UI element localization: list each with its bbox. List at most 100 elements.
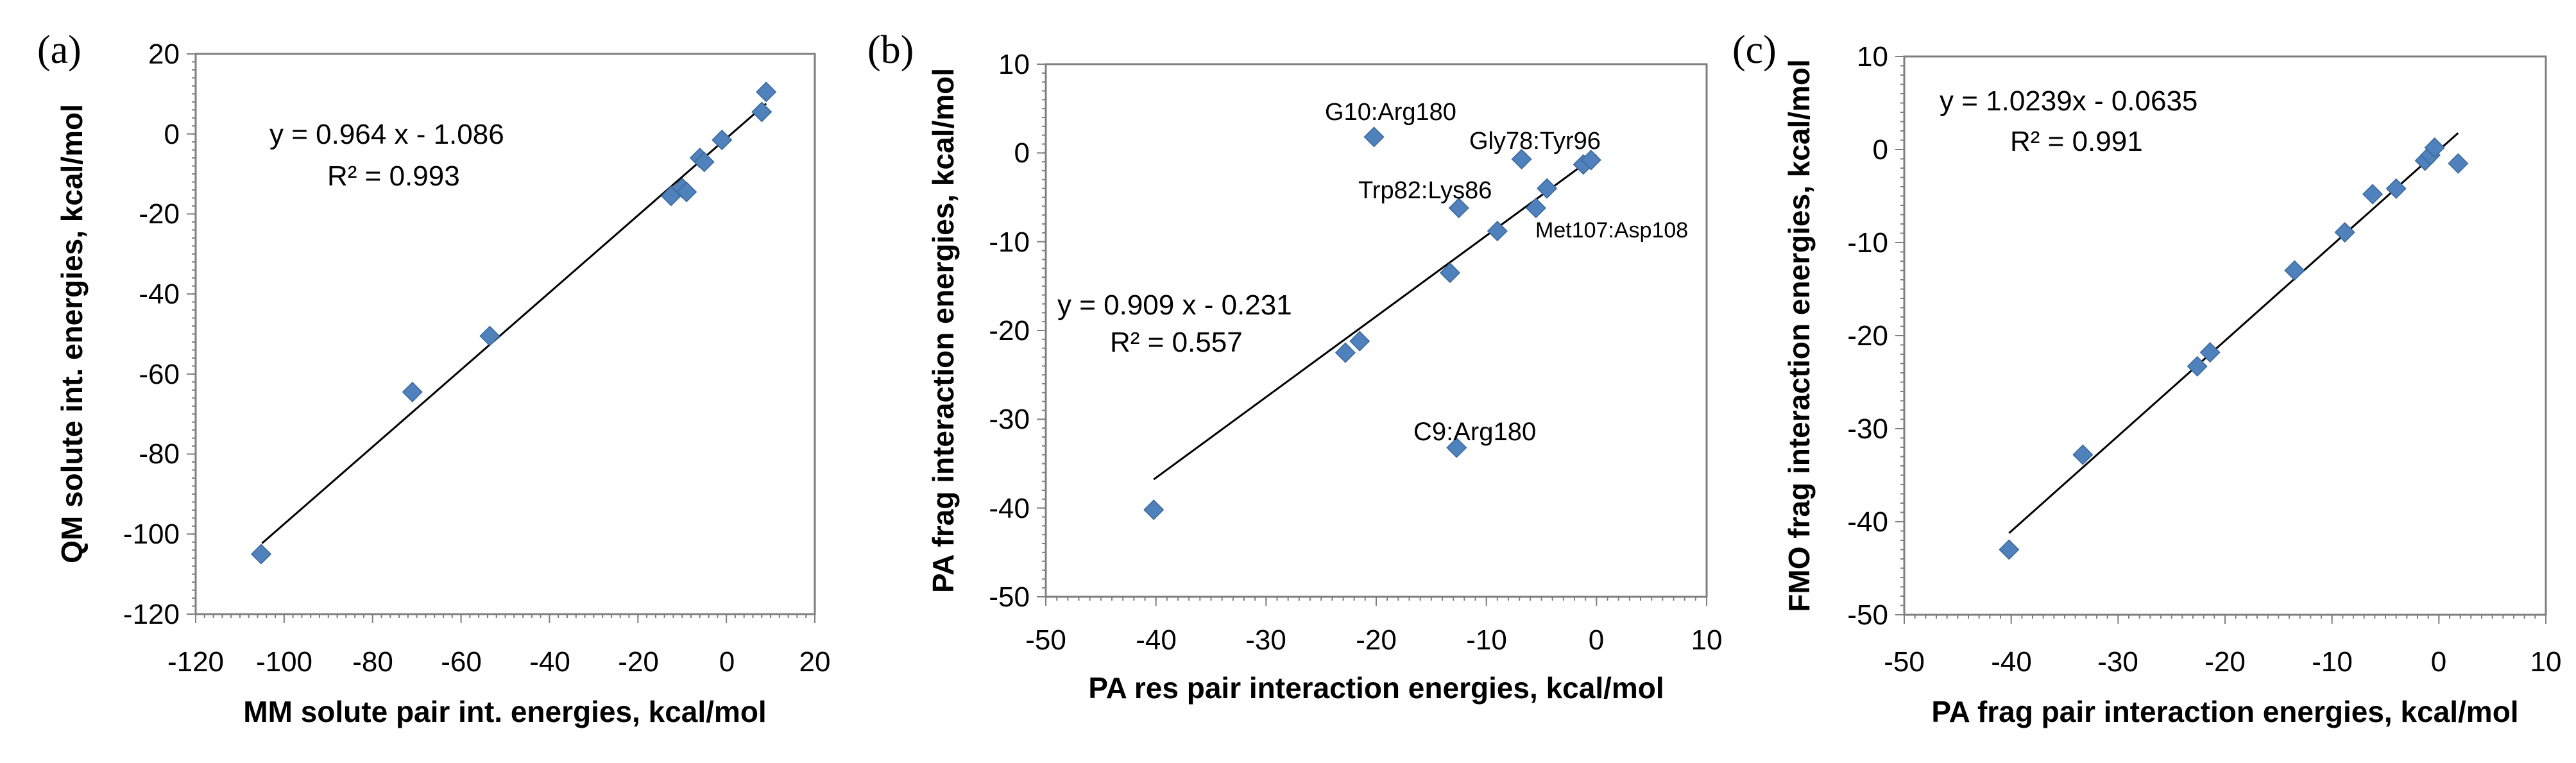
- data-point: [1487, 221, 1508, 242]
- data-point: [1439, 262, 1461, 284]
- trendline: [2008, 132, 2459, 534]
- y-tick-labels: -120 -100 -80 -60 -40 -20 0 20: [123, 39, 180, 630]
- x-tick-label: -30: [2097, 646, 2138, 678]
- point-annotation: C9:Arg180: [1413, 418, 1536, 446]
- data-point: [2187, 356, 2208, 377]
- panel-label: (b): [867, 28, 914, 72]
- axis-ticks: [1037, 64, 1707, 606]
- x-tick-label: 0: [2431, 646, 2446, 678]
- x-tick-label: -100: [256, 646, 312, 678]
- panel-b: (b) -50 -40 -30 -20 -10 0 10 -50 -40 -30…: [867, 28, 1722, 705]
- data-point: [756, 81, 777, 103]
- data-point: [2284, 260, 2305, 281]
- regression-equation: y = 1.0239x - 0.0635: [1940, 85, 2197, 117]
- x-tick-labels: -120 -100 -80 -60 -40 -20 0 20: [167, 646, 831, 678]
- y-tick-label: 10: [1857, 41, 1888, 73]
- x-tick-label: -40: [1136, 624, 1177, 656]
- x-tick-label: -30: [1245, 624, 1286, 656]
- y-tick-label: -40: [1847, 506, 1888, 538]
- data-point: [1511, 148, 1532, 170]
- y-tick-label: -30: [989, 404, 1030, 435]
- y-tick-label: -20: [1847, 320, 1888, 352]
- data-point: [1999, 539, 2020, 560]
- trendline: [1153, 154, 1598, 481]
- y-tick-labels: -50 -40 -30 -20 -10 0 10: [1847, 41, 1888, 631]
- data-point: [2362, 184, 2384, 205]
- regression-equation: y = 0.964 x - 1.086: [269, 119, 504, 150]
- x-tick-labels: -50 -40 -30 -20 -10 0 10: [1025, 624, 1722, 656]
- y-tick-label: 10: [998, 49, 1030, 80]
- panel-label: (c): [1732, 28, 1777, 72]
- x-tick-label: -10: [2312, 646, 2353, 678]
- y-tick-label: -120: [123, 599, 180, 630]
- y-tick-label: 0: [1014, 137, 1030, 169]
- x-tick-label: 10: [1691, 624, 1723, 656]
- y-tick-label: -20: [139, 198, 180, 230]
- x-tick-label: -20: [2205, 646, 2246, 678]
- y-tick-label: -20: [989, 315, 1030, 347]
- data-point: [1349, 330, 1370, 352]
- y-tick-label: -80: [139, 438, 180, 470]
- axis-ticks: [187, 53, 815, 623]
- x-tick-label: -50: [1025, 624, 1066, 656]
- x-tick-label: 0: [719, 646, 735, 678]
- data-point: [2385, 178, 2407, 199]
- y-tick-label: -30: [1847, 413, 1888, 445]
- data-point: [1525, 198, 1546, 219]
- y-tick-label: -50: [1847, 599, 1888, 631]
- y-tick-label: 20: [148, 39, 180, 70]
- x-tick-label: -20: [618, 646, 659, 678]
- data-point: [2424, 137, 2445, 159]
- point-annotation: G10:Arg180: [1325, 99, 1456, 126]
- x-axis-label: PA frag pair interaction energies, kcal/…: [1931, 695, 2518, 728]
- point-annotation: Trp82:Lys86: [1358, 177, 1492, 204]
- x-tick-label: 20: [799, 646, 831, 678]
- panel-c: (c) -50 -40 -30 -20 -10 0 10 -50 -40 -30…: [1732, 28, 2561, 728]
- data-point: [479, 325, 500, 347]
- data-point: [1335, 342, 1356, 363]
- y-tick-label: -40: [989, 493, 1030, 524]
- x-tick-label: 10: [2530, 646, 2562, 678]
- data-point: [676, 182, 697, 203]
- data-point: [1537, 178, 1558, 199]
- x-tick-label: -10: [1466, 624, 1507, 656]
- regression-equation: y = 0.909 x - 0.231: [1057, 289, 1292, 321]
- data-point: [1448, 198, 1469, 219]
- x-tick-label: -40: [1991, 646, 2032, 678]
- y-axis-label: PA frag interaction energies, kcal/mol: [926, 68, 960, 593]
- data-point: [2072, 444, 2094, 465]
- x-tick-label: 0: [1589, 624, 1604, 656]
- axis-ticks: [1895, 56, 2546, 624]
- data-point: [1363, 126, 1385, 148]
- y-axis-label: QM solute int. energies, kcal/mol: [55, 104, 89, 563]
- data-points: [250, 81, 777, 565]
- trendline: [261, 103, 767, 544]
- data-points: [1999, 137, 2469, 560]
- y-tick-label: 0: [164, 119, 180, 150]
- y-axis-label: FMO frag interaction energies, kcal/mol: [1782, 59, 1816, 612]
- r-squared: R² = 0.991: [2010, 126, 2143, 157]
- x-tick-label: -20: [1356, 624, 1397, 656]
- y-tick-label: -10: [989, 227, 1030, 258]
- y-tick-label: -100: [123, 519, 180, 550]
- panel-label: (a): [37, 28, 81, 72]
- data-point: [751, 101, 772, 123]
- data-point: [2199, 342, 2221, 363]
- data-point: [694, 151, 715, 173]
- data-point: [2448, 153, 2469, 174]
- y-tick-label: -10: [1847, 227, 1888, 259]
- data-point: [402, 381, 423, 402]
- data-points: [1143, 126, 1601, 520]
- x-axis-label: PA res pair interaction energies, kcal/m…: [1088, 671, 1664, 705]
- x-tick-label: -50: [1884, 646, 1925, 678]
- panel-a: (a) -120 -100 -80 -60 -40 -20 0 20 -120 …: [37, 28, 830, 728]
- r-squared: R² = 0.557: [1110, 327, 1243, 358]
- data-point: [250, 544, 272, 565]
- data-point: [712, 130, 733, 151]
- data-point: [1580, 150, 1601, 171]
- x-tick-label: -60: [441, 646, 482, 678]
- y-tick-label: -60: [139, 359, 180, 390]
- data-point: [1143, 499, 1164, 520]
